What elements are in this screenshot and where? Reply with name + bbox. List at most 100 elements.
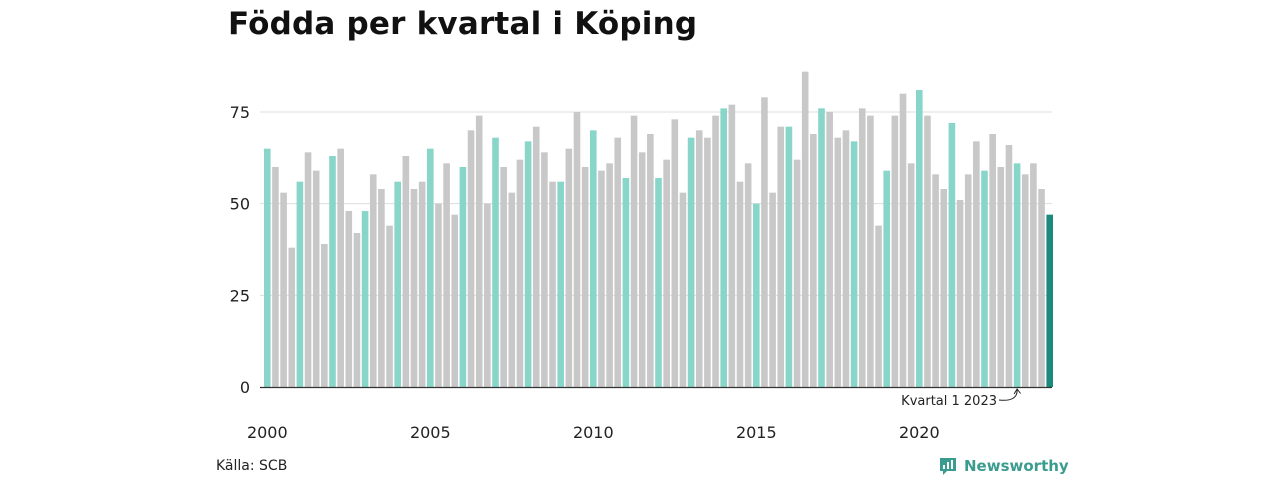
x-tick-label: 2015	[736, 423, 777, 442]
bar-2008-q4	[549, 182, 556, 387]
bar-2002-q1	[329, 156, 336, 387]
annotation-arrow	[999, 389, 1021, 400]
bar-2000-q4	[288, 248, 295, 387]
bar-2021-q3	[965, 174, 972, 387]
bar-2021-q2	[957, 200, 964, 387]
x-tick-label: 2000	[247, 423, 288, 442]
y-tick-label: 25	[230, 286, 250, 305]
bar-2023-q4	[1038, 189, 1045, 387]
bar-2021-q4	[973, 141, 980, 387]
bar-2007-q1	[492, 138, 499, 387]
bar-2001-q4	[321, 244, 328, 387]
bar-2009-q4	[582, 167, 589, 387]
bar-2006-q3	[476, 116, 483, 387]
y-tick-label: 0	[240, 378, 250, 397]
newsworthy-logo-icon	[938, 456, 958, 476]
bar-2023-q3	[1030, 163, 1037, 387]
bar-2000-q3	[280, 193, 287, 387]
y-tick-label: 75	[230, 103, 250, 122]
bar-2019-q1	[883, 171, 890, 387]
bar-2002-q4	[354, 233, 361, 387]
bar-2001-q3	[313, 171, 320, 387]
bar-2010-q4	[614, 138, 621, 387]
x-tick-label: 2020	[899, 423, 940, 442]
bar-2007-q2	[500, 167, 507, 387]
bar-2017-q3	[835, 138, 842, 387]
bar-2006-q2	[468, 130, 475, 387]
source-label: Källa: SCB	[216, 458, 287, 474]
bar-2022-q4	[1006, 145, 1013, 387]
bar-2017-q4	[843, 130, 850, 387]
bar-2013-q1	[688, 138, 695, 387]
bar-2008-q2	[533, 127, 540, 387]
bar-2005-q4	[451, 215, 458, 387]
bar-2018-q1	[851, 141, 858, 387]
bar-2016-q4	[810, 134, 817, 387]
bar-2015-q4	[777, 127, 784, 387]
bar-2023-q1	[1014, 163, 1021, 387]
bar-2019-q3	[900, 94, 907, 387]
x-tick-label: 2010	[573, 423, 614, 442]
bar-2022-q3	[998, 167, 1005, 387]
bar-2016-q1	[786, 127, 793, 387]
bar-2003-q1	[362, 211, 369, 387]
y-tick-label: 50	[230, 195, 250, 214]
bar-2018-q4	[875, 226, 882, 387]
bar-2012-q4	[680, 193, 687, 387]
bar-2017-q1	[818, 108, 825, 387]
bar-2016-q2	[794, 160, 801, 387]
bar-2020-q3	[932, 174, 939, 387]
bar-2012-q2	[663, 160, 670, 387]
bar-2011-q1	[623, 178, 630, 387]
bar-2020-q2	[924, 116, 931, 387]
bar-2009-q3	[574, 112, 581, 387]
annotation: Kvartal 1 2023	[901, 389, 1020, 409]
bar-2011-q2	[631, 116, 638, 387]
bar-2004-q4	[419, 182, 426, 387]
bar-2013-q2	[696, 130, 703, 387]
bar-2015-q2	[761, 97, 768, 387]
bar-2004-q2	[403, 156, 410, 387]
bar-2007-q3	[509, 193, 516, 387]
bar-2004-q3	[411, 189, 418, 387]
bar-chart: 0 25 50 75 2000 2005 2010 2015 2020 Kvartal 1 20…	[0, 0, 1280, 480]
annotation-label: Kvartal 1 2023	[901, 394, 997, 409]
bar-2008-q3	[541, 152, 548, 387]
bar-2016-q3	[802, 72, 809, 387]
x-tick-label: 2005	[410, 423, 451, 442]
bar-2022-q1	[981, 171, 988, 387]
bar-2014-q4	[745, 163, 752, 387]
bar-2018-q2	[859, 108, 866, 387]
bars	[264, 72, 1053, 387]
bar-2003-q3	[378, 189, 385, 387]
bar-2012-q1	[655, 178, 662, 387]
brand-name: Newsworthy	[964, 457, 1069, 475]
bar-2020-q1	[916, 90, 923, 387]
bar-2003-q4	[386, 226, 393, 387]
bar-2020-q4	[940, 189, 947, 387]
bar-2023-q2	[1022, 174, 1029, 387]
brand-logo: Newsworthy	[938, 456, 1069, 476]
bar-2018-q3	[867, 116, 874, 387]
bar-2007-q4	[517, 160, 524, 387]
bar-2012-q3	[672, 119, 679, 387]
bar-2005-q2	[435, 204, 442, 387]
bar-2022-q2	[989, 134, 996, 387]
bar-2000-q1	[264, 149, 271, 387]
bar-2014-q1	[720, 108, 727, 387]
bar-2001-q1	[297, 182, 304, 387]
bar-2002-q2	[337, 149, 344, 387]
bar-2000-q2	[272, 167, 279, 387]
bar-2017-q2	[826, 112, 833, 387]
bar-2002-q3	[346, 211, 353, 387]
bar-2001-q2	[305, 152, 312, 387]
bar-2013-q4	[712, 116, 719, 387]
bar-2010-q2	[598, 171, 605, 387]
bar-2003-q2	[370, 174, 377, 387]
bar-2005-q3	[443, 163, 450, 387]
bar-2021-q1	[949, 123, 956, 387]
bar-2009-q1	[557, 182, 564, 387]
bar-2006-q1	[460, 167, 467, 387]
bar-2024-q1	[1046, 215, 1053, 387]
bar-2019-q2	[892, 116, 899, 387]
